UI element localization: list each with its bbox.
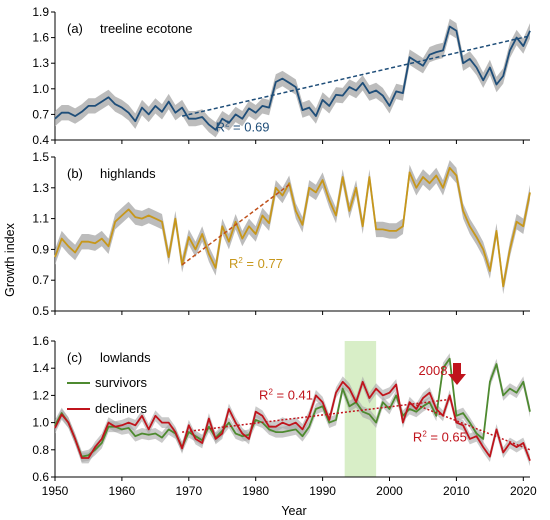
y-tick-label: 0.7 [32, 107, 49, 121]
y-tick-label: 1.6 [32, 31, 49, 45]
y-axis-label: Growth index [3, 222, 17, 296]
confidence-band-series [55, 18, 530, 138]
legend-label-decliners: decliners [95, 401, 148, 416]
x-tick-label: 2020 [510, 484, 537, 498]
r-squared-label: R2 = 0.69 [216, 119, 270, 134]
x-tick-label: 1970 [175, 484, 202, 498]
r-squared-label: R2 = 0.77 [229, 256, 283, 271]
x-tick-label: 2000 [376, 484, 403, 498]
y-tick-label: 1.2 [32, 388, 49, 402]
x-tick-label: 1990 [309, 484, 336, 498]
panel-title: treeline ecotone [100, 21, 193, 36]
panel-a: 0.4 0.7 1.0 1.3 1.6 1.9 (a) treeline ecotone R2 … [32, 5, 531, 147]
y-tick-label: 0.8 [32, 443, 49, 457]
x-tick-label: 1980 [242, 484, 269, 498]
series-line-decliners [54, 380, 531, 462]
trend-line [182, 398, 450, 433]
y-tick-label: 1.4 [32, 361, 49, 375]
y-tick-label: 0.7 [32, 273, 49, 287]
panel-label: (b) [67, 166, 83, 181]
x-tick-label: 1950 [42, 484, 69, 498]
x-tick-label: 1960 [109, 484, 136, 498]
trend-line [181, 184, 290, 266]
y-tick-label: 0.4 [32, 133, 49, 147]
year-annotation: 2008 [419, 363, 448, 378]
r-squared-label: R2 = 0.41 [259, 387, 313, 402]
panel-title: highlands [100, 166, 156, 181]
down-arrow-icon [447, 363, 466, 385]
x-axis-label: Year [281, 504, 306, 518]
y-tick-label: 1.1 [32, 212, 49, 226]
y-tick-label: 1.6 [32, 334, 49, 348]
y-tick-label: 1.9 [32, 5, 49, 19]
y-tick-label: 0.6 [32, 470, 49, 484]
confidence-band-decliners [55, 376, 530, 467]
y-tick-label: 1.3 [32, 56, 49, 70]
trend-line [415, 404, 531, 451]
series-line-index [54, 166, 531, 288]
y-tick-label: 1.0 [32, 82, 49, 96]
panel-label: (c) [67, 350, 82, 365]
y-tick-label: 1.3 [32, 181, 49, 195]
x-tick-label: 2010 [443, 484, 470, 498]
y-tick-label: 1.5 [32, 150, 49, 164]
series-line-index [54, 25, 531, 131]
r-squared-label: R2 = 0.65 [413, 430, 467, 445]
y-tick-label: 0.9 [32, 242, 49, 256]
panel-c: 0.6 0.8 1.0 1.2 1.4 1.6 1950 1960 1970 1980 1990 20… [32, 334, 537, 498]
trend-line [181, 35, 531, 117]
panel-b: 0.5 0.7 0.9 1.1 1.3 1.5 (b) highlands R2 = 0.77 [32, 150, 531, 318]
legend-label-survivors: survivors [95, 375, 148, 390]
y-tick-label: 0.5 [32, 304, 49, 318]
series-line-survivors [54, 357, 531, 458]
panel-label: (a) [67, 21, 83, 36]
y-tick-label: 1.0 [32, 416, 49, 430]
panel-title: lowlands [100, 350, 151, 365]
